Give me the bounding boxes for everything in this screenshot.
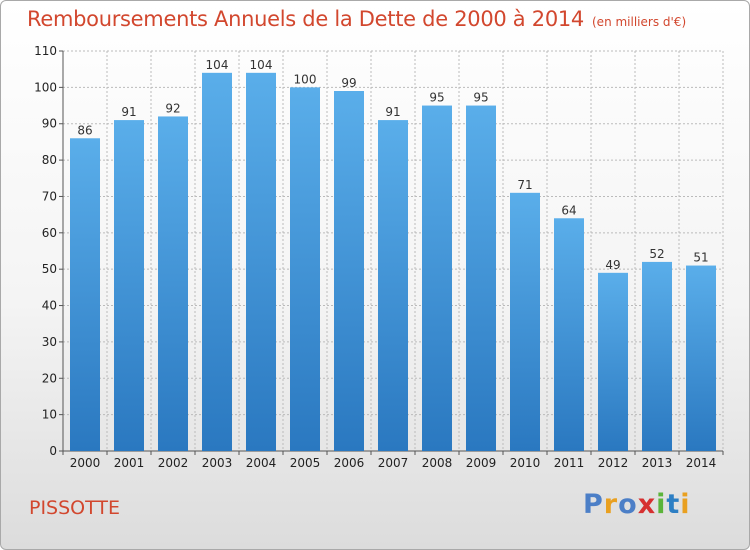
bar-value-label: 64 <box>561 203 576 217</box>
bar-value-label: 49 <box>605 258 620 272</box>
bar-value-label: 104 <box>250 58 273 72</box>
x-tick-label: 2004 <box>246 456 277 470</box>
proxiti-logo: Proxiti <box>583 489 691 520</box>
bar-value-label: 95 <box>473 91 488 105</box>
bar <box>290 87 320 451</box>
chart-title: Remboursements Annuels de la Dette de 20… <box>27 7 584 31</box>
logo-letter: i <box>656 489 667 520</box>
bar-value-label: 92 <box>165 101 180 115</box>
bar <box>114 120 144 451</box>
y-tick-label: 40 <box>42 299 57 313</box>
bar-value-label: 95 <box>429 91 444 105</box>
bar <box>598 272 628 451</box>
bar <box>158 116 188 452</box>
bar <box>70 138 100 452</box>
y-tick-label: 90 <box>42 117 57 131</box>
commune-name: PISSOTTE <box>29 497 121 519</box>
bar <box>422 105 452 451</box>
y-tick-label: 50 <box>42 262 57 276</box>
bar <box>466 105 496 451</box>
x-tick-label: 2012 <box>598 456 629 470</box>
x-tick-label: 2002 <box>158 456 189 470</box>
bars <box>70 72 716 452</box>
y-tick-label: 20 <box>42 371 57 385</box>
bar-value-label: 52 <box>649 247 664 261</box>
y-tick-label: 10 <box>42 408 57 422</box>
bar-value-label: 91 <box>385 105 400 119</box>
x-tick-label: 2013 <box>642 456 673 470</box>
x-tick-label: 2008 <box>422 456 453 470</box>
y-tick-label: 60 <box>42 226 57 240</box>
bar-value-label: 86 <box>77 123 92 137</box>
bar-value-label: 100 <box>294 72 317 86</box>
x-tick-label: 2005 <box>290 456 321 470</box>
y-tick-label: 100 <box>34 80 57 94</box>
x-tick-label: 2001 <box>114 456 145 470</box>
bar-value-label: 51 <box>693 251 708 265</box>
bar-value-label: 71 <box>517 178 532 192</box>
x-tick-label: 2009 <box>466 456 497 470</box>
x-tick-label: 2003 <box>202 456 233 470</box>
logo-letter: i <box>680 489 691 520</box>
bar-value-label: 91 <box>121 105 136 119</box>
y-tick-label: 30 <box>42 335 57 349</box>
bar <box>686 265 716 451</box>
bar <box>334 91 364 451</box>
bar <box>554 218 584 451</box>
logo-letter: P <box>583 489 604 520</box>
labels: 0 10 20 30 40 50 60 70 80 90 100 110 86 2000 91 2001 92 2… <box>34 44 716 470</box>
chart-subtitle: (en milliers d'€) <box>592 15 687 29</box>
logo-letter: r <box>603 489 619 520</box>
x-tick-label: 2011 <box>554 456 585 470</box>
bar-value-label: 99 <box>341 76 356 90</box>
logo-letter: x <box>637 489 657 520</box>
bar <box>378 120 408 451</box>
x-tick-label: 2010 <box>510 456 541 470</box>
title-row: Remboursements Annuels de la Dette de 20… <box>27 7 686 31</box>
bar-value-label: 104 <box>206 58 229 72</box>
y-tick-label: 110 <box>34 44 57 58</box>
x-tick-label: 2014 <box>686 456 717 470</box>
logo-letter: o <box>618 489 638 520</box>
x-tick-label: 2006 <box>334 456 365 470</box>
y-tick-label: 80 <box>42 153 57 167</box>
bar <box>246 72 276 452</box>
x-tick-label: 2000 <box>70 456 101 470</box>
logo-letter: t <box>666 489 681 520</box>
x-tick-label: 2007 <box>378 456 409 470</box>
y-tick-label: 70 <box>42 189 57 203</box>
y-tick-label: 0 <box>49 444 57 458</box>
bar <box>202 72 232 452</box>
bar <box>510 192 540 451</box>
bar <box>642 261 672 451</box>
